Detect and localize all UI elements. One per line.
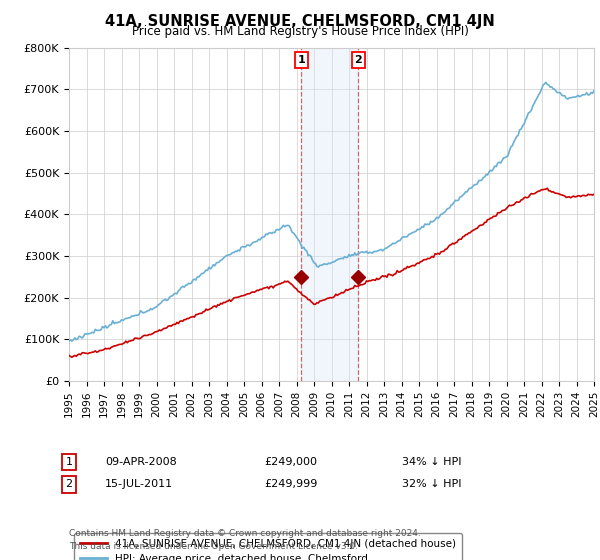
Legend: 41A, SUNRISE AVENUE, CHELMSFORD, CM1 4JN (detached house), HPI: Average price, d: 41A, SUNRISE AVENUE, CHELMSFORD, CM1 4JN…	[74, 533, 462, 560]
Text: 41A, SUNRISE AVENUE, CHELMSFORD, CM1 4JN: 41A, SUNRISE AVENUE, CHELMSFORD, CM1 4JN	[105, 14, 495, 29]
Text: 09-APR-2008: 09-APR-2008	[105, 457, 177, 467]
Text: 15-JUL-2011: 15-JUL-2011	[105, 479, 173, 489]
Text: £249,000: £249,000	[264, 457, 317, 467]
Text: 1: 1	[298, 55, 305, 65]
Text: 2: 2	[65, 479, 73, 489]
Text: Contains HM Land Registry data © Crown copyright and database right 2024.
This d: Contains HM Land Registry data © Crown c…	[69, 529, 421, 550]
Text: 2: 2	[355, 55, 362, 65]
Text: Price paid vs. HM Land Registry's House Price Index (HPI): Price paid vs. HM Land Registry's House …	[131, 25, 469, 38]
Text: 32% ↓ HPI: 32% ↓ HPI	[402, 479, 461, 489]
Text: 1: 1	[65, 457, 73, 467]
Text: £249,999: £249,999	[264, 479, 317, 489]
Bar	[301, 48, 358, 381]
Text: 34% ↓ HPI: 34% ↓ HPI	[402, 457, 461, 467]
